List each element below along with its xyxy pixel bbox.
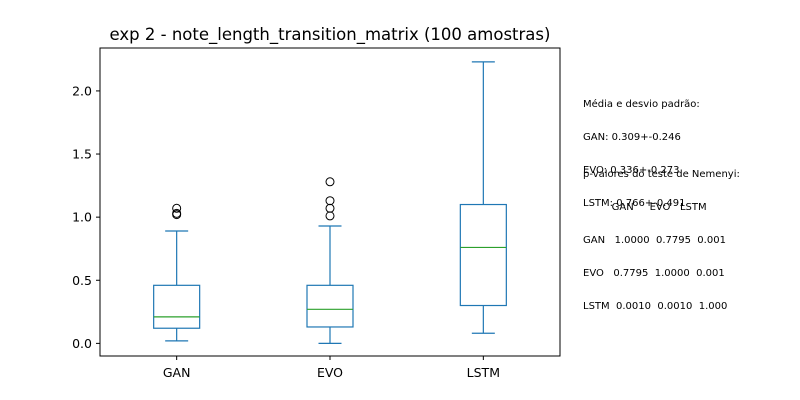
stats-line: EVO: 0.336+-0.273 (583, 165, 680, 176)
nemenyi-line: GAN 1.0000 0.7795 0.001 (583, 235, 726, 246)
outlier-point (172, 203, 182, 213)
box (459, 203, 507, 307)
y-tick-label: 1.5 (72, 147, 92, 162)
nemenyi-line: GAN EVO LSTM (583, 202, 707, 213)
stats-line: LSTM: 0.766+-0.491 (583, 198, 686, 209)
nemenyi-line: p-valores do teste de Nemenyi: (583, 169, 740, 180)
nemenyi-line: EVO 0.7795 1.0000 0.001 (583, 268, 725, 279)
chart-title: exp 2 - note_length_transition_matrix (1… (110, 25, 551, 45)
outlier-point (325, 203, 335, 213)
y-tick-label: 1.0 (72, 210, 92, 225)
x-tick-label: EVO (317, 365, 343, 380)
y-tick-label: 0.0 (72, 336, 92, 351)
axes-frame (99, 47, 561, 357)
y-tick-label: 2.0 (72, 83, 92, 98)
box (306, 284, 354, 328)
nemenyi-annotation: p-valores do teste de Nemenyi: GAN EVO L… (583, 147, 740, 323)
box (153, 284, 201, 329)
outlier-point (325, 211, 335, 221)
plot-area: 0.0 0.5 1.0 1.5 2.0 GAN EVO LSTM (72, 47, 561, 380)
outlier-point (172, 208, 182, 218)
stats-line: Média e desvio padrão: (583, 99, 700, 110)
stats-annotation: Média e desvio padrão: GAN: 0.309+-0.246… (583, 77, 700, 220)
stats-line: GAN: 0.309+-0.246 (583, 132, 681, 143)
y-tick-label: 0.5 (72, 273, 92, 288)
outlier-point (325, 196, 335, 206)
x-tick-label: GAN (163, 365, 191, 380)
outlier-point (325, 177, 335, 187)
x-tick-label: LSTM (467, 365, 500, 380)
nemenyi-line: LSTM 0.0010 0.0010 1.000 (583, 301, 728, 312)
